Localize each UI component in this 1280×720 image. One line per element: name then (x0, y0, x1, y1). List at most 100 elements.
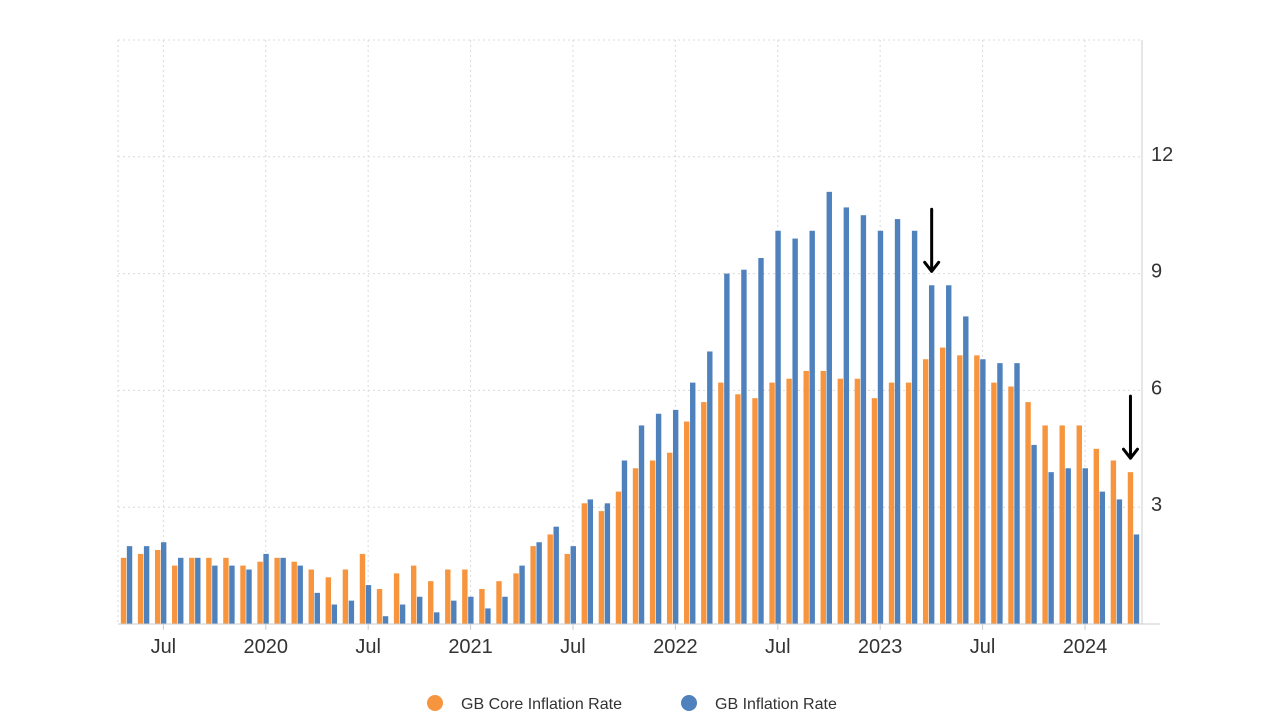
bar-core-inflation (479, 588, 485, 624)
bar-core-inflation (257, 561, 263, 624)
bar-inflation (758, 258, 764, 624)
bar-inflation (348, 600, 355, 624)
bar-inflation (963, 316, 969, 624)
bar-inflation (331, 604, 338, 624)
x-tick-label: Jul (355, 636, 381, 658)
bar-inflation (1082, 468, 1088, 624)
bar-inflation (570, 546, 576, 624)
bar-core-inflation (564, 553, 570, 624)
x-tick-label: 2020 (244, 636, 289, 658)
bar-inflation (724, 273, 730, 624)
bar-core-inflation (735, 394, 741, 624)
bar-core-inflation (940, 347, 946, 624)
bars (120, 191, 1140, 625)
bar-core-inflation (1093, 448, 1100, 624)
legend-swatch (427, 695, 443, 711)
y-tick-label: 6 (1151, 377, 1162, 399)
y-tick-label: 3 (1151, 494, 1162, 516)
bar-core-inflation (820, 370, 826, 624)
bar-core-inflation (530, 546, 536, 624)
bar-inflation (690, 382, 696, 624)
annotations (923, 207, 1139, 460)
bar-core-inflation (376, 588, 383, 624)
bar-core-inflation (718, 382, 724, 624)
bar-core-inflation (189, 557, 195, 624)
bar-inflation (980, 359, 986, 624)
bar-inflation (792, 238, 798, 624)
legend: GB Core Inflation Rate GB Inflation Rate (427, 695, 837, 713)
bar-core-inflation (172, 565, 178, 624)
bar-core-inflation (922, 359, 929, 624)
bar-inflation (502, 596, 508, 624)
y-tick-label: 9 (1151, 261, 1162, 283)
bar-core-inflation (854, 378, 861, 624)
bar-inflation (1099, 491, 1106, 624)
bar-inflation (894, 219, 901, 625)
bar-core-inflation (393, 573, 400, 624)
bar-inflation (997, 363, 1003, 624)
bar-inflation (536, 542, 542, 624)
bar-core-inflation (513, 573, 519, 624)
bar-inflation (877, 230, 884, 625)
bar-core-inflation (888, 382, 895, 624)
bar-core-inflation (684, 421, 690, 624)
bar-inflation (843, 207, 850, 624)
bar-inflation (809, 230, 815, 625)
legend-item[interactable]: GB Inflation Rate (681, 695, 837, 713)
bar-core-inflation (462, 569, 468, 624)
bar-inflation (399, 604, 406, 624)
bar-core-inflation (615, 491, 622, 624)
bar-core-inflation (666, 452, 673, 624)
bar-inflation (775, 230, 781, 625)
x-tick-label: Jul (151, 636, 177, 658)
bar-core-inflation (137, 553, 144, 624)
legend-item[interactable]: GB Core Inflation Rate (427, 695, 622, 713)
bar-inflation (212, 565, 218, 624)
bar-core-inflation (1076, 425, 1082, 624)
bar-core-inflation (410, 565, 417, 624)
bar-inflation (860, 215, 867, 624)
bar-inflation (382, 616, 389, 624)
bar-core-inflation (1127, 472, 1134, 624)
bar-inflation (416, 596, 423, 624)
bar-inflation (195, 557, 201, 624)
bar-core-inflation (598, 511, 605, 624)
bar-core-inflation (291, 561, 297, 624)
bar-inflation (1014, 363, 1020, 624)
legend-label: GB Core Inflation Rate (461, 696, 622, 713)
bar-inflation (246, 569, 252, 624)
legend-label: GB Inflation Rate (715, 696, 837, 713)
bar-core-inflation (1025, 402, 1031, 624)
bar-core-inflation (1110, 460, 1117, 624)
bar-core-inflation (701, 402, 707, 624)
bar-inflation (826, 191, 832, 624)
bar-inflation (553, 526, 559, 624)
bar-core-inflation (837, 378, 844, 624)
bar-core-inflation (632, 468, 639, 624)
bar-inflation (1048, 472, 1054, 624)
bar-inflation (143, 546, 150, 624)
bar-inflation (946, 285, 952, 624)
bar-core-inflation (1059, 425, 1065, 624)
x-tick-label: Jul (970, 636, 996, 658)
bar-inflation (314, 592, 320, 624)
bar-inflation (604, 503, 611, 624)
axes: Jul 2020 Jul 2021 Jul 2022 Jul 2023 Jul 2024 3 6 9 12 (118, 40, 1173, 658)
bar-inflation (263, 553, 269, 624)
bar-core-inflation (871, 398, 878, 624)
bar-inflation (485, 608, 491, 624)
bar-inflation (621, 460, 628, 624)
bar-inflation (297, 565, 303, 624)
bar-inflation (928, 285, 935, 624)
bar-core-inflation (649, 460, 656, 624)
bar-inflation (280, 557, 286, 624)
bar-core-inflation (786, 378, 792, 624)
bar-inflation (655, 413, 662, 624)
annotation-down-arrow (923, 207, 941, 273)
bar-inflation (672, 409, 679, 624)
bar-core-inflation (154, 550, 161, 624)
x-tick-label: 2022 (653, 636, 698, 658)
bar-core-inflation (445, 569, 451, 624)
x-tick-label: Jul (765, 636, 791, 658)
